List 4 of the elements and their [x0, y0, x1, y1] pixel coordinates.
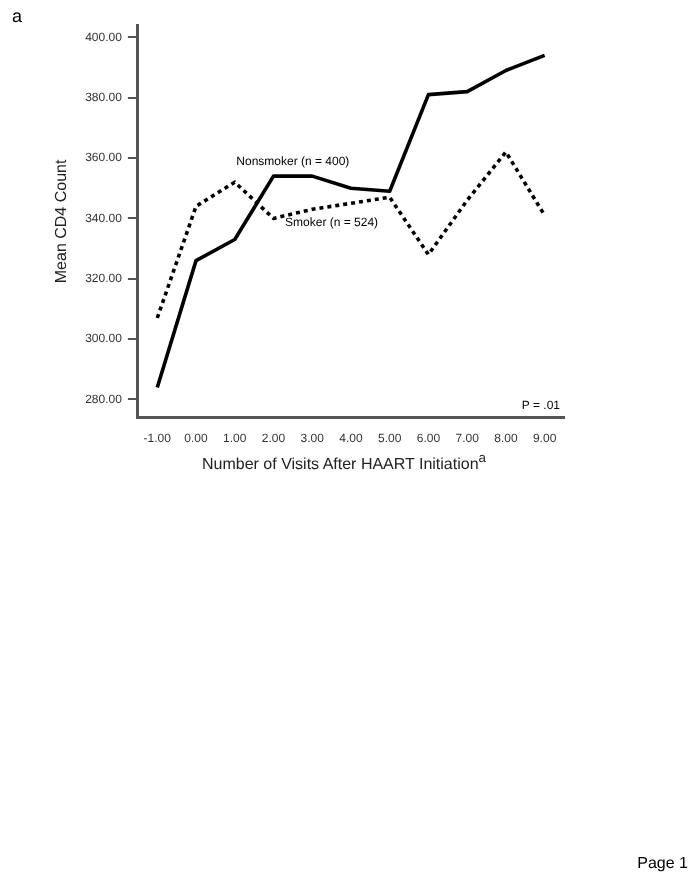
y-axis-title: Mean CD4 Count — [52, 158, 71, 284]
text: Page 1 — [637, 854, 688, 872]
x-axis-title: Number of Visits After HAART Initiation$^{a}$ — [200, 452, 488, 474]
text: a — [12, 6, 23, 26]
